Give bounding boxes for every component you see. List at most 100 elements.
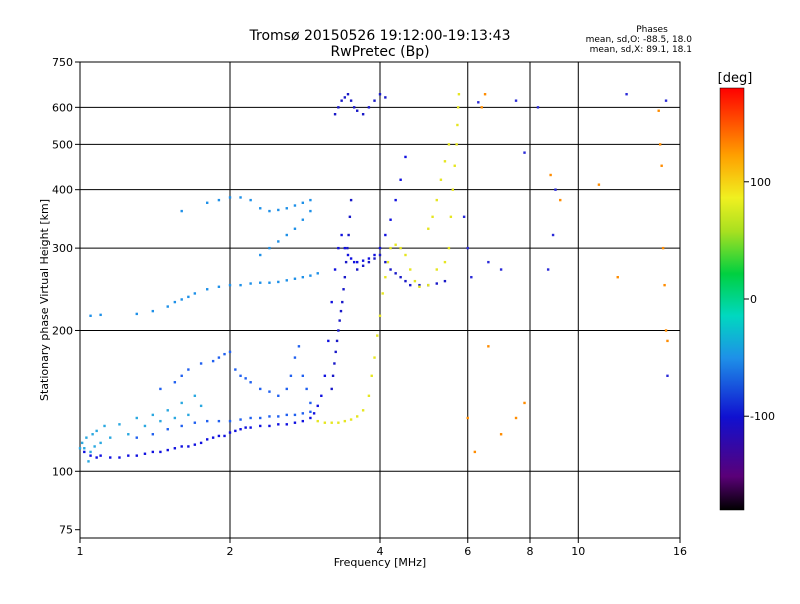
data-point [301,419,305,423]
data-point [352,106,356,109]
data-point [523,151,526,154]
data-point [447,143,451,146]
data-point [89,454,92,457]
data-point [228,350,232,354]
data-point [89,450,92,454]
data-point [285,279,288,282]
data-point [268,390,271,393]
data-point [457,93,461,96]
data-point [418,285,421,288]
data-point [384,260,387,264]
data-point [616,275,619,279]
data-point [427,283,430,287]
data-point [151,309,155,313]
data-point [143,424,147,428]
data-point [384,275,387,279]
data-point [399,275,402,279]
data-point [404,279,407,283]
data-point [554,188,557,191]
data-point [435,198,438,202]
data-point [228,196,232,199]
data-point [249,198,252,202]
data-point [394,243,397,246]
data-point [487,345,490,348]
data-point [378,246,382,250]
y-tick-label: 200 [52,324,73,337]
data-point [389,218,392,221]
data-point [470,275,473,279]
data-point [399,178,402,181]
data-point [435,282,438,285]
data-point [187,445,190,448]
data-point [347,233,350,237]
data-point [293,413,297,417]
y-tick-label: 400 [52,184,73,197]
data-point [249,381,252,384]
data-point [151,450,155,454]
data-point [462,215,466,219]
data-point [330,421,333,424]
data-point [330,300,333,304]
data-point [118,423,121,426]
data-point [89,314,92,317]
data-point [483,93,487,96]
phase-line-x: mean, sd,X: 89.1, 18.1 [590,45,692,55]
data-point [349,99,353,102]
data-point [309,401,312,405]
data-point [348,215,352,219]
data-point [378,93,382,96]
y-tick-label: 75 [59,524,73,537]
data-point [91,433,94,436]
data-point [352,260,356,264]
data-point [268,209,271,213]
x-axis-ticks: 1 2 4 6 8 10 16 [77,538,687,558]
data-point [309,198,312,202]
data-point [268,246,271,250]
data-point [333,362,336,365]
data-point [327,339,330,343]
data-point [549,173,552,177]
data-point [338,319,341,322]
data-point [293,204,297,207]
data-point [85,436,88,439]
data-point [297,345,301,348]
data-point [205,438,209,441]
data-point [373,253,376,257]
data-point [239,196,242,199]
x-tick-label: 2 [227,545,234,558]
data-point [343,275,347,279]
x-tick-label: 16 [673,545,687,558]
data-point [342,288,345,291]
data-point [135,416,138,420]
y-tick-label: 100 [52,465,73,478]
data-point [249,426,252,429]
grid-lines [80,62,680,538]
data-point [536,106,540,109]
y-axis-ticks: 75 100 200 300 400 500 600 750 [52,56,80,537]
data-point [453,164,456,167]
data-point [187,368,190,371]
data-point [404,155,407,159]
colorbar-tick-label: 0 [750,293,757,306]
data-point [277,415,280,418]
data-point [193,421,197,424]
data-point [127,433,130,436]
data-point [239,283,242,287]
data-point [443,260,447,264]
data-point [473,450,477,454]
x-tick-label: 4 [377,545,384,558]
data-point [447,246,451,250]
data-point [234,429,237,433]
data-point [551,233,555,237]
data-point [409,283,412,287]
data-point [135,454,138,457]
data-point [658,143,662,146]
data-point [499,433,503,436]
data-point [413,279,417,283]
data-point [349,418,353,421]
data-point [293,277,297,280]
data-point [409,268,412,271]
data-point [664,329,668,332]
data-point [80,441,84,445]
